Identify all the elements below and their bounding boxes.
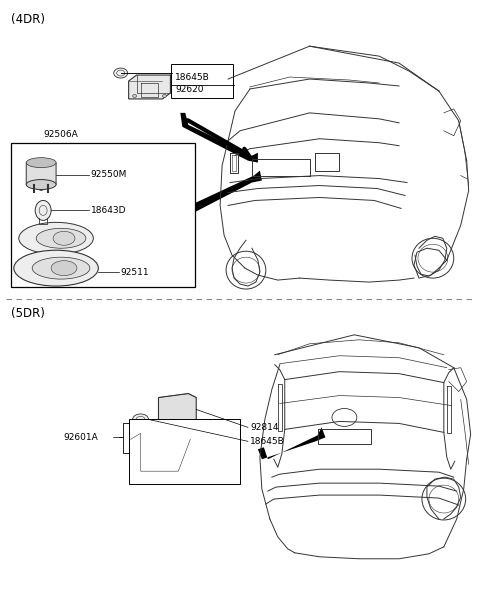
Text: 92506A: 92506A [43,130,78,139]
Text: 18643D: 18643D [91,206,126,215]
Text: 92601A: 92601A [63,433,98,442]
Text: (4DR): (4DR) [12,13,45,26]
Ellipse shape [132,94,137,97]
Ellipse shape [51,260,77,275]
Ellipse shape [114,68,128,78]
Ellipse shape [35,200,51,221]
Text: (5DR): (5DR) [12,307,45,320]
Text: 18645B: 18645B [250,437,285,446]
Polygon shape [129,75,170,99]
FancyBboxPatch shape [171,64,233,98]
Polygon shape [180,113,258,163]
Bar [129,420,240,484]
Ellipse shape [26,158,56,167]
Ellipse shape [32,257,90,279]
Polygon shape [131,433,190,471]
Text: 18645B: 18645B [175,73,210,82]
Polygon shape [190,170,262,212]
Polygon shape [258,427,325,460]
Text: 92814: 92814 [250,423,278,432]
Polygon shape [158,393,196,426]
Ellipse shape [53,231,75,245]
Ellipse shape [19,222,93,254]
Text: 92620: 92620 [175,85,204,95]
Ellipse shape [132,414,148,425]
Polygon shape [26,163,56,191]
Bar [12,142,195,287]
Ellipse shape [36,228,86,248]
Ellipse shape [26,179,56,190]
Ellipse shape [14,250,98,286]
Ellipse shape [162,94,167,97]
Text: 92550M: 92550M [91,170,127,179]
Text: 92511: 92511 [120,268,149,277]
